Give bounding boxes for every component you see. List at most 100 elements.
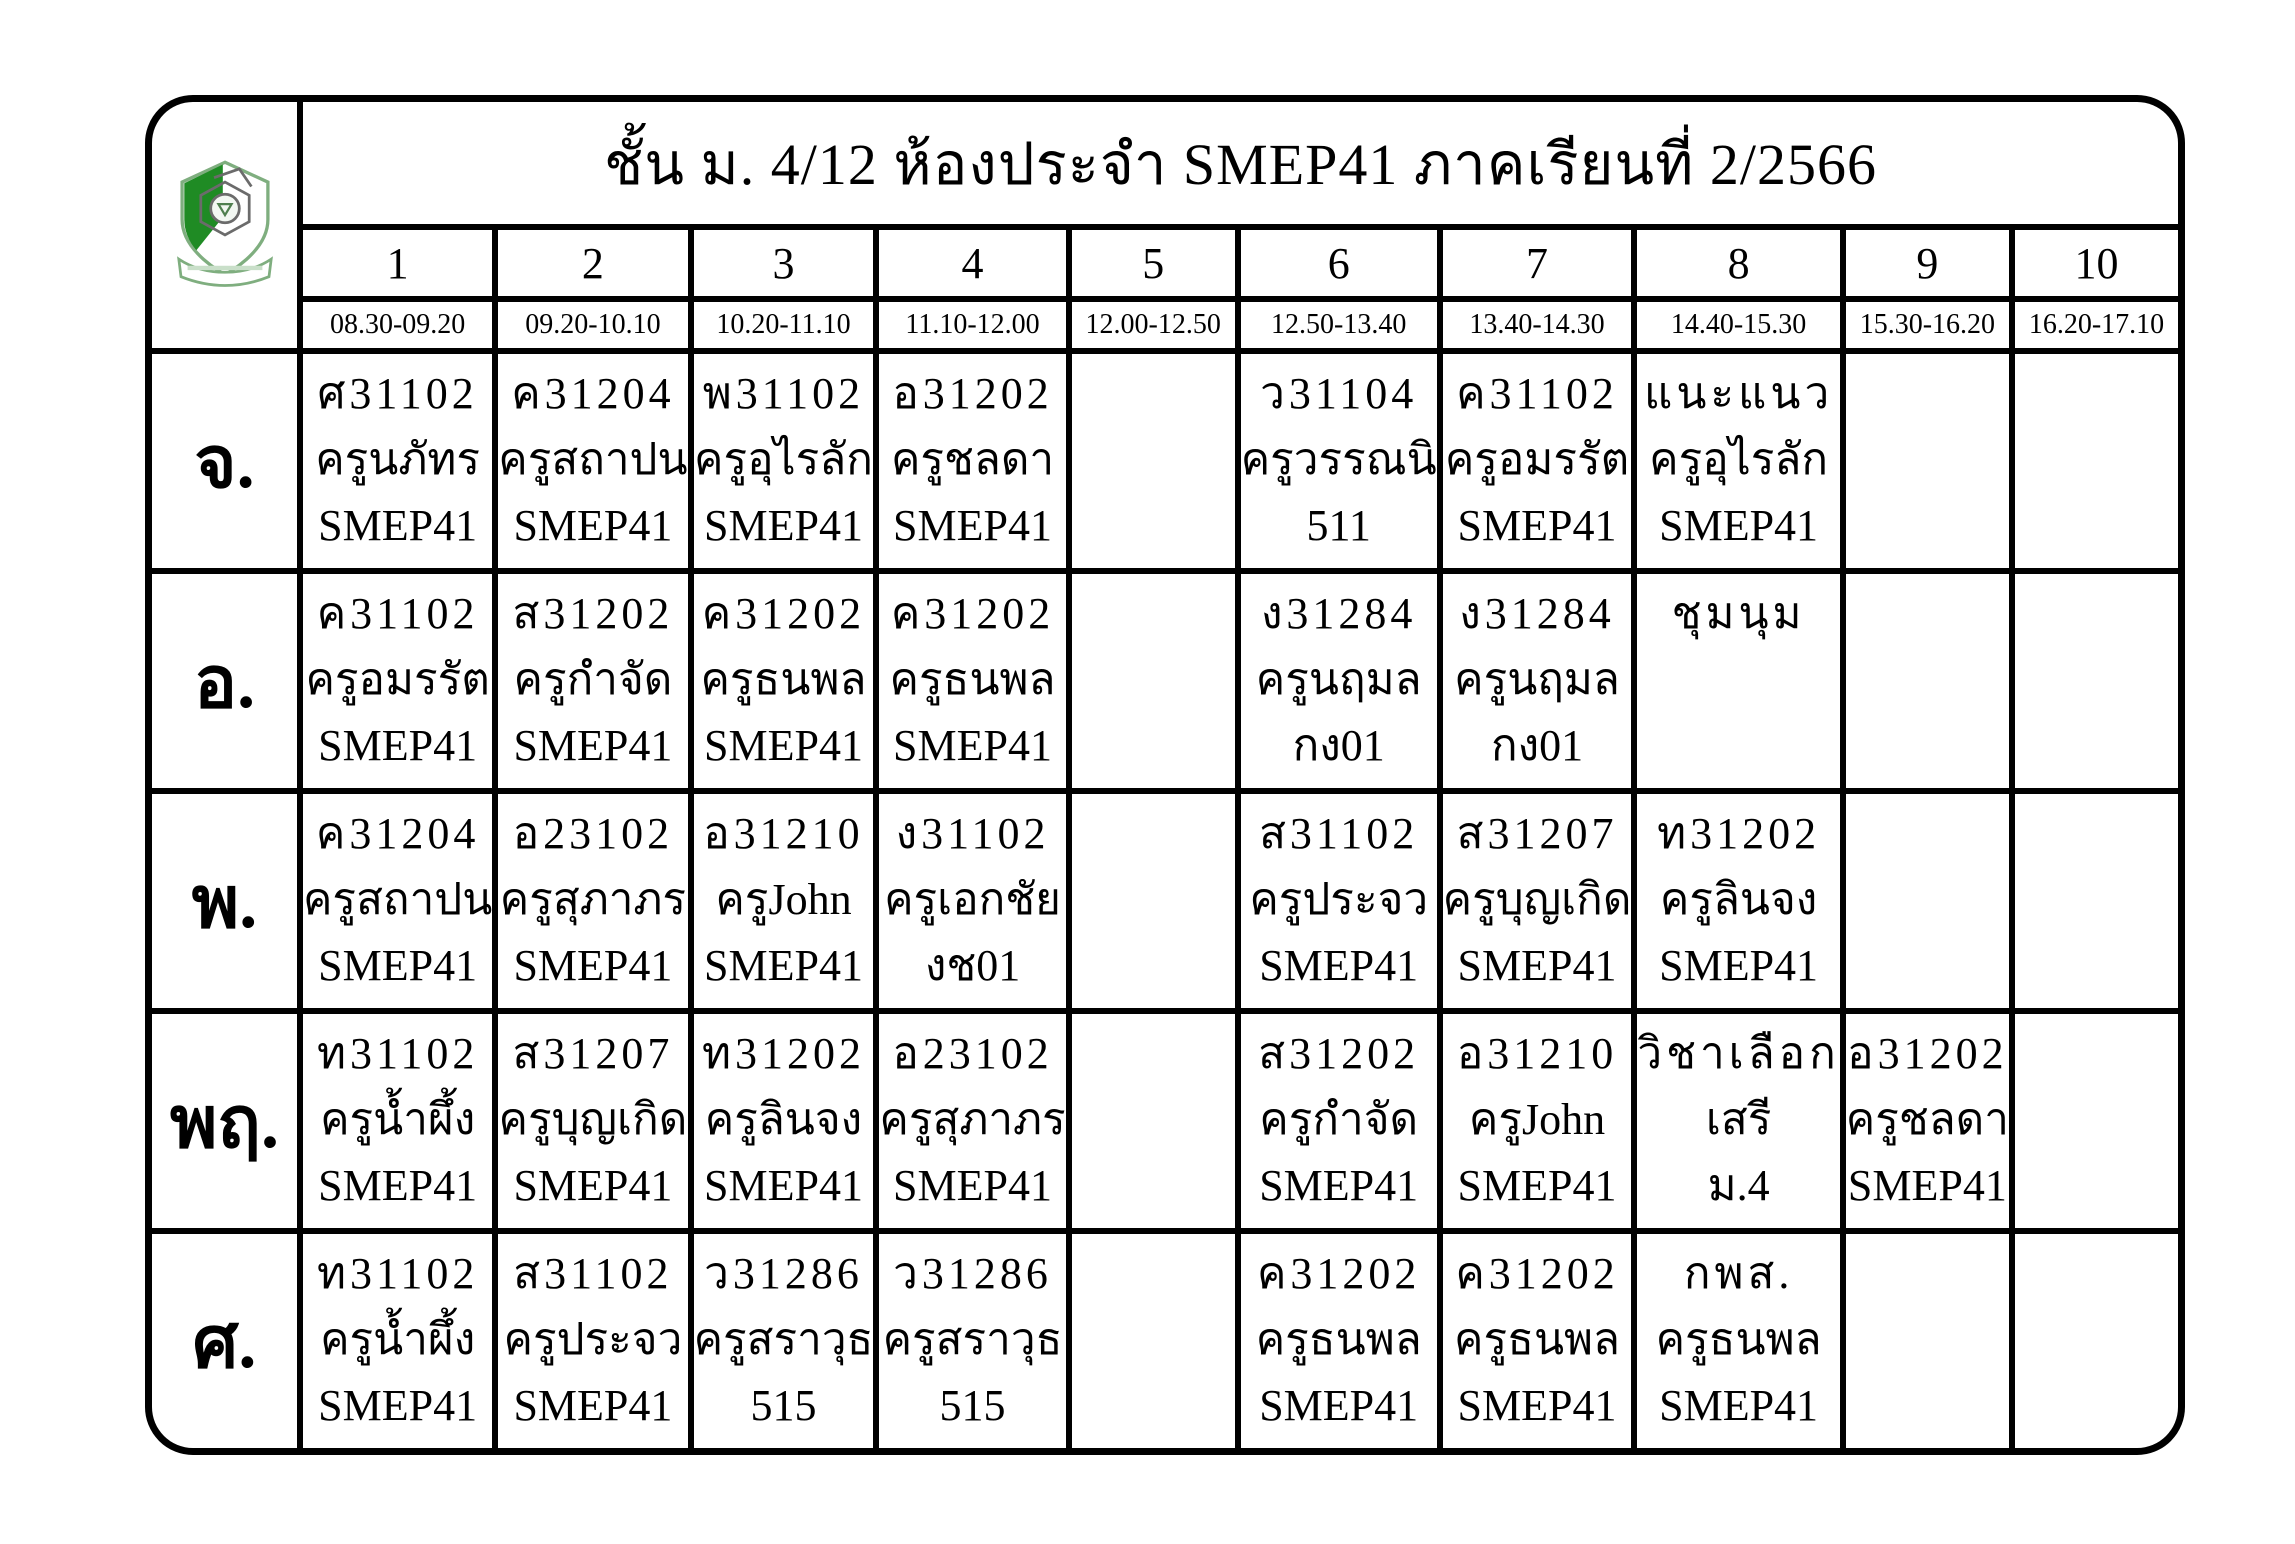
room: SMEP41	[1457, 1380, 1617, 1430]
room: SMEP41	[513, 500, 673, 550]
subject-cell: ศ31102 ครูนภัทร SMEP41	[303, 354, 493, 568]
subject-code: วิชาเลือก	[1637, 1029, 1840, 1078]
room: SMEP41	[513, 1380, 673, 1430]
subject-code: ว31286	[704, 1249, 863, 1298]
teacher-name: ครูประจว	[1249, 875, 1429, 924]
subject-cell: ค31202 ครูธนพล SMEP41	[1442, 1234, 1632, 1448]
period-time-4: 11.10-12.00	[879, 302, 1066, 348]
teacher-name: ครูธนพล	[1255, 1315, 1422, 1364]
subject-cell: ว31286 ครูสราวุธ 515	[879, 1234, 1066, 1448]
subject-cell: ท31202 ครูลินจง SMEP41	[1637, 794, 1840, 1008]
subject-cell: อ31202 ครูชลดา SMEP41	[1845, 1014, 2009, 1228]
subject-cell: อ23102 ครูสุภาภร SMEP41	[879, 1014, 1066, 1228]
room: SMEP41	[893, 720, 1052, 770]
room: SMEP41	[1659, 500, 1819, 550]
subject-cell: ส31207 ครูบุญเกิด SMEP41	[498, 1014, 688, 1228]
subject-code: ค31204	[315, 809, 480, 858]
subject-code: ค31202	[701, 589, 866, 638]
subject-cell: ค31204 ครูสถาปน SMEP41	[303, 794, 493, 1008]
room: SMEP41	[1259, 940, 1419, 990]
teacher-name: ครูธนพล	[700, 655, 867, 704]
teacher-name: ครูกำจัด	[513, 655, 673, 704]
room: SMEP41	[318, 720, 478, 770]
subject-code: กพส.	[1683, 1249, 1794, 1298]
subject-cell-empty	[1845, 574, 2009, 788]
subject-cell: ส31202 ครูกำจัด SMEP41	[498, 574, 688, 788]
room: SMEP41	[893, 1160, 1052, 1210]
subject-cell-empty	[1071, 574, 1235, 788]
period-number-6: 6	[1240, 230, 1437, 296]
subject-cell: ค31202 ครูธนพล SMEP41	[693, 574, 874, 788]
teacher-name: ครูบุญเกิด	[498, 1095, 688, 1144]
teacher-name: ครูลินจง	[704, 1095, 863, 1144]
period-number-5: 5	[1071, 230, 1235, 296]
period-number-1: 1	[303, 230, 493, 296]
timetable-grid: ชั้น ม. 4/12 ห้องประจำ SMEP41 ภาคเรียนที…	[145, 95, 2185, 1455]
subject-code: ค31102	[316, 589, 479, 638]
room: SMEP41	[704, 1160, 863, 1210]
period-time-1: 08.30-09.20	[303, 302, 493, 348]
teacher-name: ครูสราวุธ	[882, 1315, 1063, 1364]
period-time-7: 13.40-14.30	[1442, 302, 1632, 348]
period-time-2: 09.20-10.10	[498, 302, 688, 348]
subject-cell: ว31286 ครูสราวุธ 515	[693, 1234, 874, 1448]
subject-cell: ค31202 ครูธนพล SMEP41	[1240, 1234, 1437, 1448]
subject-code: ง31284	[1459, 589, 1615, 638]
teacher-name: ครูJohn	[715, 875, 852, 924]
period-number-7: 7	[1442, 230, 1632, 296]
day-label-4: พฤ.	[152, 1014, 297, 1228]
teacher-name: ครูเอกชัย	[884, 875, 1061, 924]
subject-cell: อ31210 ครูJohn SMEP41	[693, 794, 874, 1008]
subject-code: ส31102	[513, 1249, 673, 1298]
teacher-name: ครูชลดา	[1845, 1095, 2009, 1144]
teacher-name: ครูนฤมล	[1454, 655, 1620, 704]
teacher-name: ครูสุภาภร	[879, 1095, 1066, 1144]
page-title: ชั้น ม. 4/12 ห้องประจำ SMEP41 ภาคเรียนที…	[303, 102, 2178, 224]
period-time-3: 10.20-11.10	[693, 302, 874, 348]
subject-cell-empty	[2014, 1234, 2178, 1448]
teacher-name: ครูสราวุธ	[693, 1315, 874, 1364]
teacher-name: เสรี	[1705, 1095, 1772, 1144]
teacher-name: ครูอมรรัต	[305, 655, 490, 704]
subject-cell-empty	[1071, 1234, 1235, 1448]
subject-cell: ง31284 ครูนฤมล กง01	[1240, 574, 1437, 788]
subject-cell-empty	[1845, 1234, 2009, 1448]
room: กง01	[1292, 721, 1385, 770]
room: SMEP41	[704, 720, 863, 770]
room: SMEP41	[704, 940, 863, 990]
subject-cell-empty	[2014, 574, 2178, 788]
room: 515	[750, 1380, 817, 1430]
subject-cell: ว31104 ครูวรรณนิ 511	[1240, 354, 1437, 568]
room: SMEP41	[318, 1380, 478, 1430]
room: SMEP41	[318, 1160, 478, 1210]
subject-code: ท31202	[1657, 809, 1821, 858]
subject-cell: กพส. ครูธนพล SMEP41	[1637, 1234, 1840, 1448]
subject-code: อ23102	[512, 809, 674, 858]
room: SMEP41	[513, 940, 673, 990]
teacher-name: ครูJohn	[1468, 1095, 1606, 1144]
logo-cell	[152, 102, 297, 348]
subject-cell: ง31102 ครูเอกชัย งช01	[879, 794, 1066, 1008]
day-label-1: จ.	[152, 354, 297, 568]
room: SMEP41	[893, 500, 1052, 550]
period-time-5: 12.00-12.50	[1071, 302, 1235, 348]
room: SMEP41	[1259, 1380, 1419, 1430]
school-crest-logo	[176, 160, 273, 287]
day-label-5: ศ.	[152, 1234, 297, 1448]
subject-code: ค31202	[1256, 1249, 1421, 1298]
room: SMEP41	[1457, 500, 1617, 550]
period-number-10: 10	[2014, 230, 2178, 296]
room: SMEP41	[318, 940, 478, 990]
subject-cell-empty	[1071, 794, 1235, 1008]
teacher-name: ครูนภัทร	[315, 435, 481, 484]
subject-cell: พ31102 ครูอุไรลัก SMEP41	[693, 354, 874, 568]
subject-code: ส31102	[1259, 809, 1419, 858]
period-time-9: 15.30-16.20	[1845, 302, 2009, 348]
subject-code: ค31202	[1455, 1249, 1619, 1298]
room: กง01	[1490, 721, 1584, 770]
room: SMEP41	[318, 500, 478, 550]
subject-cell: ส31102 ครูประจว SMEP41	[498, 1234, 688, 1448]
subject-code: อ23102	[892, 1029, 1053, 1078]
room: SMEP41	[1259, 1160, 1419, 1210]
